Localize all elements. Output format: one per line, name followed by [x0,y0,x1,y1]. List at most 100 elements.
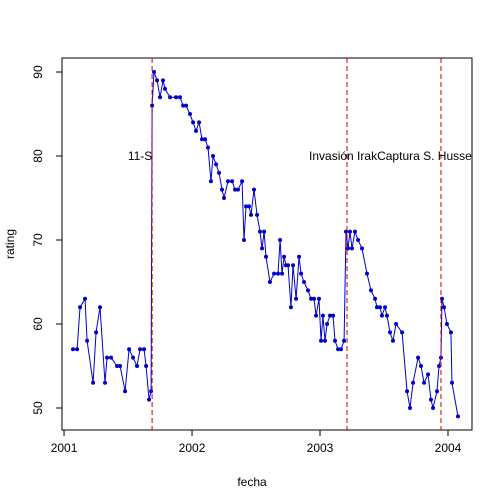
data-point [302,280,307,285]
data-point [262,229,267,234]
data-point [168,95,173,100]
data-point [379,313,384,318]
data-point [278,238,283,243]
data-point [356,238,361,243]
data-point [352,229,357,234]
data-point [138,347,143,352]
data-point [174,95,179,100]
data-point [118,363,123,368]
data-point [416,355,421,360]
data-point [297,254,302,259]
data-point [378,305,383,310]
data-point [233,187,238,192]
data-point [455,414,460,419]
data-point [346,246,351,251]
data-point [444,322,449,327]
x-tick-label: 2003 [307,441,334,455]
data-point [123,389,128,394]
data-point [312,296,317,301]
data-point [328,313,333,318]
data-point [319,338,324,343]
y-tick-label: 70 [31,233,45,247]
data-point [131,355,136,360]
data-point [364,271,369,276]
data-point [276,271,281,276]
data-point [426,372,431,377]
data-point [241,238,246,243]
data-point [163,86,168,91]
data-point [320,313,325,318]
data-point [152,70,157,75]
data-point [280,271,285,276]
y-tick-label: 60 [31,317,45,331]
data-point [331,313,336,318]
data-point [197,120,202,125]
data-point [339,347,344,352]
data-point [374,305,379,310]
data-point [407,405,412,410]
data-point [422,380,427,385]
data-point [305,288,310,293]
data-point [147,397,152,402]
data-point [194,128,199,133]
data-line [73,71,459,417]
data-point [244,204,249,209]
data-point [187,112,192,117]
data-point [428,397,433,402]
data-point [144,363,149,368]
data-point [294,296,299,301]
y-tick-label: 50 [31,401,45,415]
data-point [219,187,224,192]
data-point [214,162,219,167]
data-point [206,145,211,150]
data-point [394,322,399,327]
data-point [400,330,405,335]
annotation: Captura S. Husse [377,149,472,163]
data-point [434,389,439,394]
data-point [105,355,110,360]
data-point [75,347,80,352]
data-point [103,380,108,385]
data-point [325,322,330,327]
data-point [109,355,114,360]
data-point [282,254,287,259]
data-point [178,95,183,100]
data-point [200,137,205,142]
data-point [71,347,76,352]
data-point [134,363,139,368]
x-axis-label: fecha [237,475,267,489]
data-point [240,179,245,184]
data-point [332,338,337,343]
x-tick-label: 2004 [435,441,462,455]
data-point [83,296,88,301]
data-point [181,103,186,108]
data-point [160,78,165,83]
data-point [368,288,373,293]
data-point [150,103,155,108]
data-point [225,179,230,184]
data-point [291,263,296,268]
data-point [272,271,277,276]
data-point [342,338,347,343]
x-tick-label: 2001 [51,441,78,455]
data-point [235,187,240,192]
data-point [208,179,213,184]
data-point [142,347,147,352]
annotation: Invasión Irak [309,149,378,163]
data-point [390,338,395,343]
data-point [91,380,96,385]
data-point [299,271,304,276]
data-point [350,246,355,251]
data-point [257,229,262,234]
annotation: 11-S [128,149,152,163]
data-point [217,170,222,175]
data-point [323,338,328,343]
data-point [230,179,235,184]
data-point [260,246,265,251]
data-point [448,330,453,335]
data-point [384,313,389,318]
data-point [211,154,216,159]
data-point [314,313,319,318]
data-point [78,305,83,310]
